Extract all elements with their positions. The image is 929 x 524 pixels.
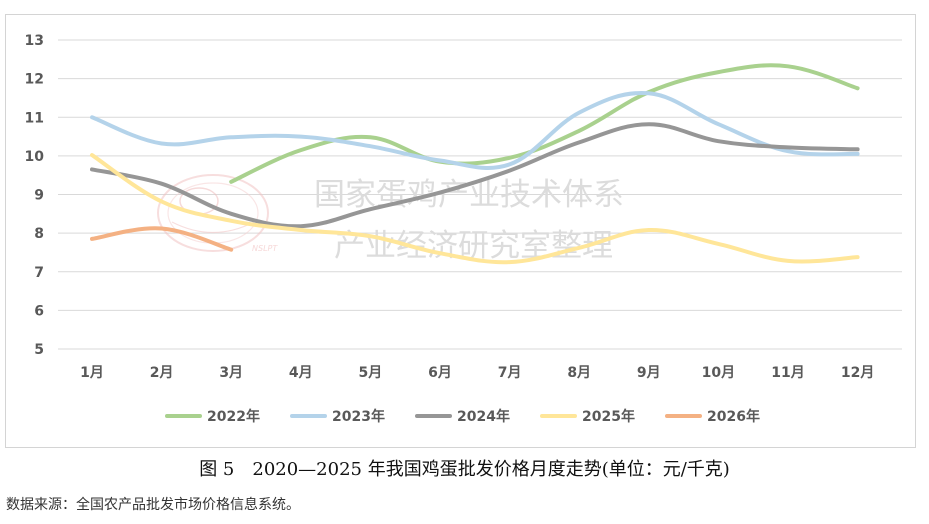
legend-label: 2026年 (707, 408, 760, 425)
y-tick-label: 8 (34, 226, 44, 242)
chart-frame: NSLPT 国家蛋鸡产业技术体系 产业经济研究室整理 5 6 7 8 9 10 11 12 13… (5, 14, 916, 448)
x-tick-label: 9月 (637, 365, 661, 381)
x-tick-label: 7月 (498, 365, 522, 381)
x-tick-label: 12月 (841, 365, 874, 381)
y-tick-label: 5 (34, 342, 44, 358)
x-tick-label: 8月 (567, 365, 591, 381)
x-tick-label: 3月 (219, 365, 243, 381)
series-lines (90, 63, 860, 265)
x-tick-label: 11月 (771, 365, 804, 381)
y-tick-label: 12 (25, 72, 44, 88)
x-tick-label: 6月 (428, 365, 452, 381)
x-tick-label: 4月 (289, 365, 313, 381)
y-tick-label: 10 (25, 149, 45, 165)
legend-label: 2022年 (207, 408, 260, 425)
series-line-1 (229, 63, 860, 184)
x-axis-labels: 1月 2月 3月 4月 5月 6月 7月 8月 9月 10月 11月 12月 (80, 365, 874, 381)
gridlines (58, 39, 902, 350)
x-tick-label: 5月 (359, 365, 383, 381)
x-tick-label: 1月 (80, 365, 104, 381)
legend-label: 2023年 (332, 408, 385, 425)
y-tick-label: 9 (34, 188, 44, 204)
legend: 2022年 2023年 2024年 2025年 2026年 (165, 408, 760, 425)
series-line-3 (90, 122, 860, 229)
y-tick-label: 7 (34, 265, 44, 281)
y-tick-label: 13 (25, 33, 44, 49)
legend-label: 2025年 (582, 408, 635, 425)
data-source-note: 数据来源：全国农产品批发市场价格信息系统。 (6, 497, 300, 513)
seal-logo: NSLPT (157, 174, 278, 253)
legend-label: 2024年 (457, 408, 510, 425)
series-line-2 (90, 90, 860, 170)
y-tick-label: 6 (34, 303, 44, 319)
y-axis-labels: 5 6 7 8 9 10 11 12 13 (25, 33, 45, 358)
x-tick-label: 2月 (150, 365, 174, 381)
seal-text: NSLPT (252, 244, 278, 253)
series-line-4 (90, 153, 860, 265)
y-tick-label: 11 (25, 110, 44, 126)
figure-caption: 图 5 2020—2025 年我国鸡蛋批发价格月度走势(单位：元/千克) (199, 459, 730, 480)
x-tick-label: 10月 (702, 365, 735, 381)
line-chart: NSLPT 国家蛋鸡产业技术体系 产业经济研究室整理 5678910111213… (25, 33, 902, 425)
series-line-5 (90, 226, 234, 252)
